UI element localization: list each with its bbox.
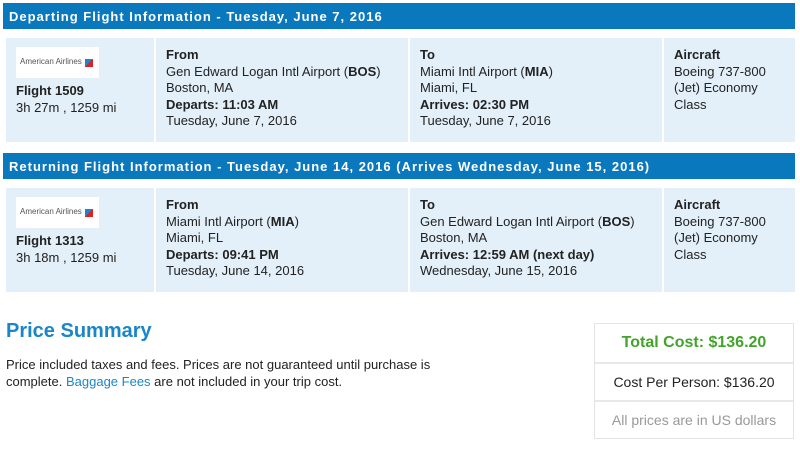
from-city: Boston, MA bbox=[166, 80, 234, 95]
from-label: From bbox=[166, 197, 199, 212]
from-airport: Miami Intl Airport (MIA) bbox=[166, 213, 299, 229]
aircraft-info: Aircraft Boeing 737-800 (Jet) Economy Cl… bbox=[662, 188, 795, 292]
from-info: From Gen Edward Logan Intl Airport (BOS)… bbox=[154, 38, 408, 142]
from-date: Tuesday, June 14, 2016 bbox=[166, 263, 305, 278]
flight-number: Flight 1313 bbox=[16, 233, 84, 248]
flight-number: Flight 1509 bbox=[16, 83, 84, 98]
airline-logo: American Airlines bbox=[16, 197, 99, 228]
to-airport: Gen Edward Logan Intl Airport (BOS) bbox=[420, 213, 635, 229]
to-time: Arrives: 12:59 AM (next day) bbox=[420, 246, 595, 262]
departing-header: Departing Flight Information - Tuesday, … bbox=[3, 3, 795, 29]
returning-header: Returning Flight Information - Tuesday, … bbox=[3, 153, 795, 179]
from-time: Departs: 09:41 PM bbox=[166, 246, 279, 262]
airline-logo-icon bbox=[84, 208, 93, 217]
from-label: From bbox=[166, 47, 199, 62]
to-label: To bbox=[420, 47, 435, 62]
to-label: To bbox=[420, 197, 435, 212]
to-date: Tuesday, June 7, 2016 bbox=[420, 113, 551, 128]
departing-flight-card: American Airlines Flight 1509 3h 27m , 1… bbox=[6, 38, 795, 142]
price-box: Total Cost: $136.20 Cost Per Person: $13… bbox=[594, 323, 794, 439]
aircraft-value: Boeing 737-800 (Jet) Economy Class bbox=[674, 63, 766, 112]
total-cost: Total Cost: $136.20 bbox=[621, 334, 767, 351]
to-city: Boston, MA bbox=[420, 230, 488, 245]
airline-name: American Airlines bbox=[20, 57, 82, 67]
aircraft-label: Aircraft bbox=[674, 47, 721, 62]
flight-info: American Airlines Flight 1509 3h 27m , 1… bbox=[6, 38, 154, 142]
price-summary-title: Price Summary bbox=[6, 320, 152, 342]
flight-info: American Airlines Flight 1313 3h 18m , 1… bbox=[6, 188, 154, 292]
flight-duration: 3h 18m , 1259 mi bbox=[16, 249, 117, 265]
from-airport: Gen Edward Logan Intl Airport (BOS) bbox=[166, 63, 381, 79]
aircraft-value: Boeing 737-800 (Jet) Economy Class bbox=[674, 213, 766, 262]
flight-duration: 3h 27m , 1259 mi bbox=[16, 99, 117, 115]
price-note: Price included taxes and fees. Prices ar… bbox=[6, 357, 431, 389]
aircraft-info: Aircraft Boeing 737-800 (Jet) Economy Cl… bbox=[662, 38, 795, 142]
from-time: Departs: 11:03 AM bbox=[166, 96, 279, 112]
airline-logo: American Airlines bbox=[16, 47, 99, 78]
to-time: Arrives: 02:30 PM bbox=[420, 96, 530, 112]
to-info: To Gen Edward Logan Intl Airport (BOS) B… bbox=[408, 188, 662, 292]
airline-name: American Airlines bbox=[20, 207, 82, 217]
from-date: Tuesday, June 7, 2016 bbox=[166, 113, 297, 128]
from-info: From Miami Intl Airport (MIA) Miami, FL … bbox=[154, 188, 408, 292]
from-city: Miami, FL bbox=[166, 230, 224, 245]
to-date: Wednesday, June 15, 2016 bbox=[420, 263, 578, 278]
cost-per-person: Cost Per Person: $136.20 bbox=[595, 362, 793, 400]
to-info: To Miami Intl Airport (MIA) Miami, FL Ar… bbox=[408, 38, 662, 142]
currency-note: All prices are in US dollars bbox=[595, 400, 793, 438]
to-airport: Miami Intl Airport (MIA) bbox=[420, 63, 553, 79]
aircraft-label: Aircraft bbox=[674, 197, 721, 212]
returning-flight-card: American Airlines Flight 1313 3h 18m , 1… bbox=[6, 188, 795, 292]
baggage-fees-link[interactable]: Baggage Fees bbox=[65, 373, 151, 389]
to-city: Miami, FL bbox=[420, 80, 478, 95]
airline-logo-icon bbox=[84, 58, 93, 67]
